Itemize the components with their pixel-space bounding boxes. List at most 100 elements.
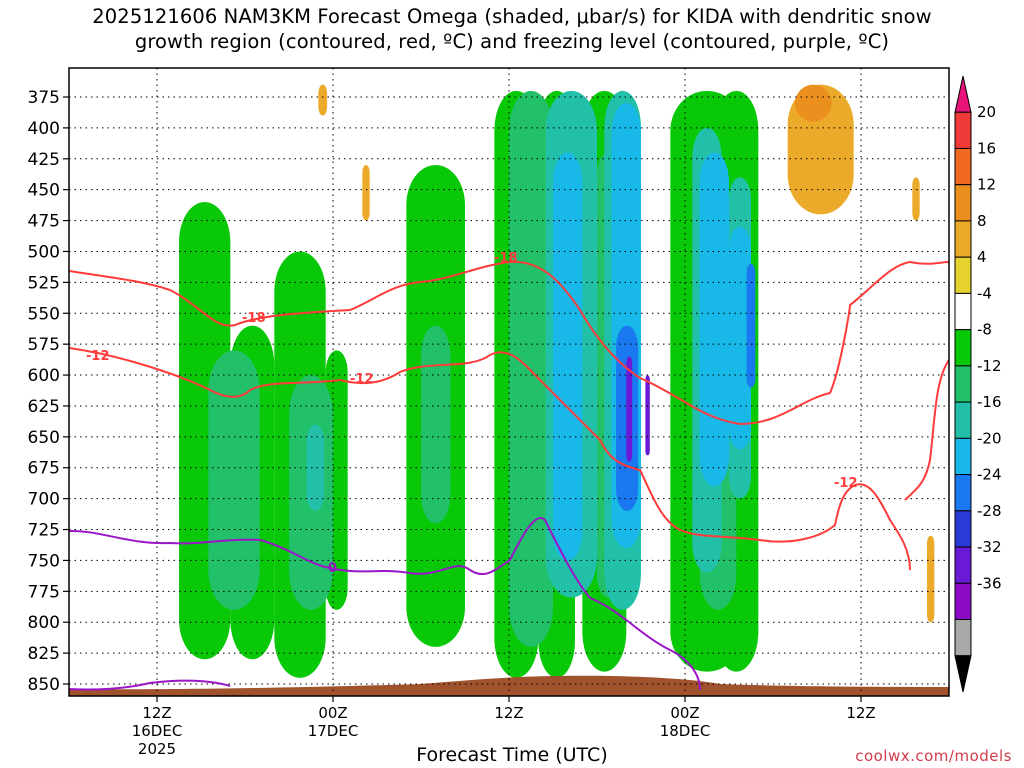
y-tick-label: 850 [28,675,60,695]
y-tick-label: 700 [28,490,60,510]
colorbar-bin [954,220,972,258]
colorbar-bin [954,582,972,621]
contour-label: -12 [86,349,110,364]
y-tick-label: 675 [28,459,60,479]
omega-cell [746,263,756,388]
contour-label: -12 [350,372,374,387]
y-tick-label: 775 [28,582,60,602]
y-tick-label: 500 [28,242,60,262]
chart-title-line-1: 2025121606 NAM3KM Forecast Omega (shaded… [92,5,932,28]
x-tick-label: 12Z [142,704,171,722]
y-tick-label: 825 [28,644,60,664]
omega-cell [927,535,935,623]
contour-label: -12 [834,476,858,491]
colorbar-tick-label: -20 [977,429,1002,447]
colorbar-tick-label: 8 [977,212,987,230]
colorbar-tick-label: 20 [977,103,996,121]
y-tick-label: 725 [28,521,60,541]
colorbar-bottom-arrow [954,655,972,693]
colorbar-tick-label: 4 [977,248,987,266]
omega-cell [553,152,583,561]
contours [69,260,949,691]
colorbar: 20 16 12 8 4 -4 -8 -12 -16 -20 -24 -28 -32 -36 [954,75,1002,693]
colorbar-tick-label: -36 [977,574,1002,592]
colorbar-tick-label: -24 [977,466,1002,484]
colorbar-bin [954,401,972,439]
colorbar-tick-label: 12 [977,176,996,194]
contour-label: -18 [242,311,266,326]
colorbar-tick-label: -28 [977,502,1002,520]
contour-labels: -18 -18 -12 -12 -12 0 [86,251,858,576]
colorbar-tick-label: -16 [977,393,1002,411]
y-tick-label: 400 [28,119,60,139]
dgz-contour-minus12-right [904,359,949,501]
colorbar-bin [954,329,972,367]
site-credit: coolwx.com/models [855,747,1012,765]
colorbar-bin [954,619,972,657]
omega-cell [509,90,553,647]
y-tick-label: 375 [28,88,60,108]
x-tick-label: 00Z [670,704,699,722]
x-tick-label: 00Z [318,704,347,722]
dgz-contour-minus18 [69,260,949,426]
colorbar-tick-label: -4 [977,284,992,302]
omega-cell [362,164,370,221]
omega-cell [795,84,832,122]
colorbar-bin [954,510,972,548]
colorbar-bin [954,147,972,186]
omega-cell [421,325,451,524]
chart-title: 2025121606 NAM3KM Forecast Omega (shaded… [0,4,1024,54]
omega-cell [699,152,729,487]
y-tick-label: 525 [28,273,60,293]
y-tick-label: 600 [28,366,60,386]
contour-label: -18 [494,251,518,266]
y-tick-label: 550 [28,304,60,324]
dgz-contour-minus12 [69,347,911,571]
freezing-level-contour [69,517,701,691]
freezing-level-low [69,679,231,691]
y-tick-label: 425 [28,150,60,170]
grid-lines [69,68,949,696]
x-tick-label: 12Z [494,704,523,722]
contour-label: 0 [328,561,337,576]
y-tick-label: 575 [28,335,60,355]
colorbar-tick-label: -8 [977,321,992,339]
colorbar-bin [954,474,972,512]
colorbar-top-arrow [954,75,972,113]
x-tick-date: 17DEC [308,722,359,740]
y-tick-label: 750 [28,551,60,571]
colorbar-bin [954,365,972,403]
colorbar-bin [954,256,972,294]
colorbar-bin [954,184,972,222]
x-tick-label: 12Z [846,704,875,722]
y-tick-label: 475 [28,212,60,232]
omega-cell [645,375,650,456]
omega-cell [347,164,407,672]
omega-cell [127,90,179,685]
colorbar-tick-label: -12 [977,357,1002,375]
y-tick-label: 625 [28,397,60,417]
omega-cell [91,276,128,666]
chart-title-line-2: growth region (contoured, red, ºC) and f… [134,30,890,53]
omega-cell [626,356,633,462]
colorbar-bin [954,546,972,584]
terrain-surface [69,675,949,696]
y-tick-label: 450 [28,181,60,201]
y-tick-label: 800 [28,613,60,633]
x-tick-date: 18DEC [660,722,711,740]
colorbar-bin [954,111,972,149]
omega-cell [69,325,87,672]
omega-cell [912,177,920,221]
colorbar-tick-label: -32 [977,538,1002,556]
omega-cell [306,424,325,511]
x-tick-year: 2025 [138,740,176,758]
colorbar-bin [954,292,972,331]
colorbar-bin [954,437,972,476]
y-axis: 375 400 425 450 475 500 525 550 575 600 625 650 675 7… [28,88,69,695]
terrain-fill [69,675,949,696]
colorbar-tick-label: 16 [977,139,996,157]
omega-cell [208,350,260,610]
x-axis-label: Forecast Time (UTC) [416,744,608,766]
